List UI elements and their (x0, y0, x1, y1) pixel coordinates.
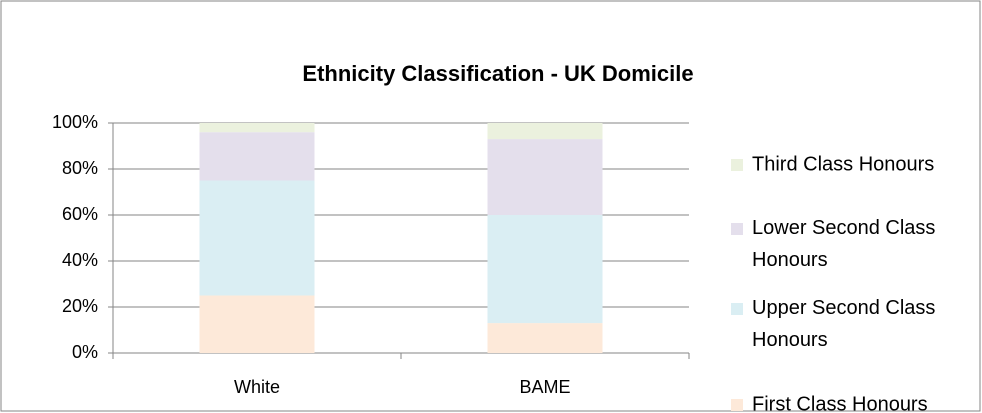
legend-swatch (731, 159, 743, 171)
bar-segment (199, 123, 315, 133)
legend-swatch (731, 223, 743, 235)
legend-swatch (731, 399, 743, 411)
bar-segment (487, 139, 603, 215)
y-tick-label: 0% (72, 342, 98, 362)
bar-segment (199, 132, 315, 181)
legend-label: Lower Second Class Honours (752, 217, 935, 271)
x-tick-label: BAME (519, 377, 570, 397)
bar-segment (199, 295, 315, 353)
chart-title: Ethnicity Classification - UK Domicile (302, 61, 693, 86)
legend-label: Upper Second Class Honours (752, 297, 935, 351)
bar-segment (487, 323, 603, 353)
y-tick-label: 40% (62, 250, 98, 270)
bar-segment (199, 180, 315, 296)
x-tick-label: White (234, 377, 280, 397)
y-tick-label: 60% (62, 204, 98, 224)
legend-label: First Class Honours (752, 393, 928, 413)
bar-segment (487, 123, 603, 140)
legend-swatch (731, 303, 743, 315)
y-tick-label: 100% (52, 112, 98, 132)
y-tick-label: 20% (62, 296, 98, 316)
bar-segment (487, 215, 603, 324)
legend-label: Third Class Honours (752, 153, 934, 175)
y-tick-label: 80% (62, 158, 98, 178)
